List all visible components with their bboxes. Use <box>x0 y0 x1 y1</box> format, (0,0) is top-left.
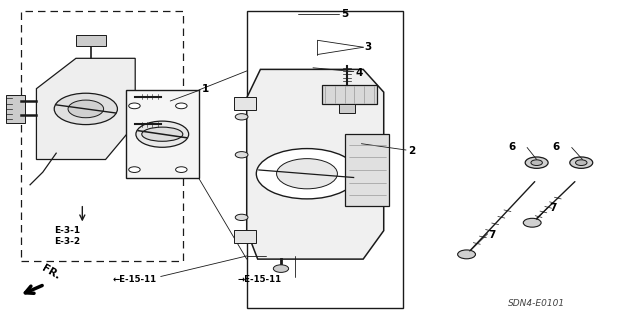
Circle shape <box>236 114 248 120</box>
Circle shape <box>525 157 548 168</box>
Bar <box>346 134 389 206</box>
Circle shape <box>570 157 593 168</box>
Bar <box>20 11 183 261</box>
Circle shape <box>236 152 248 158</box>
Text: 6: 6 <box>552 142 560 152</box>
Bar <box>339 104 355 113</box>
Circle shape <box>276 159 337 189</box>
Circle shape <box>273 265 289 272</box>
Text: ←E-15-11: ←E-15-11 <box>113 275 157 284</box>
Text: E-3-2: E-3-2 <box>54 237 80 246</box>
Circle shape <box>256 149 358 199</box>
Text: 5: 5 <box>341 9 348 19</box>
Text: FR.: FR. <box>40 263 61 281</box>
Text: →E-15-11: →E-15-11 <box>237 275 282 284</box>
Text: 7: 7 <box>549 203 557 212</box>
Polygon shape <box>246 69 384 259</box>
Circle shape <box>458 250 476 259</box>
Bar <box>234 97 256 110</box>
Text: 6: 6 <box>508 142 515 152</box>
Polygon shape <box>36 58 135 160</box>
Circle shape <box>54 93 117 125</box>
Bar <box>125 90 199 178</box>
Circle shape <box>175 103 187 109</box>
Circle shape <box>236 214 248 220</box>
Bar <box>76 34 106 46</box>
Text: 4: 4 <box>355 68 362 78</box>
Bar <box>322 85 377 104</box>
Text: 3: 3 <box>365 42 372 52</box>
Bar <box>246 11 403 308</box>
Text: SDN4-E0101: SDN4-E0101 <box>508 299 565 308</box>
Text: 7: 7 <box>488 230 495 240</box>
Circle shape <box>129 167 140 173</box>
Text: E-3-1: E-3-1 <box>54 226 80 235</box>
Circle shape <box>175 167 187 173</box>
Circle shape <box>136 121 189 147</box>
Circle shape <box>68 100 104 118</box>
Circle shape <box>575 160 587 166</box>
Circle shape <box>129 103 140 109</box>
Text: 2: 2 <box>408 146 415 156</box>
Ellipse shape <box>142 127 183 141</box>
Polygon shape <box>6 95 25 123</box>
Text: 1: 1 <box>202 84 209 94</box>
Circle shape <box>531 160 542 166</box>
Circle shape <box>524 218 541 227</box>
Bar <box>234 230 256 243</box>
